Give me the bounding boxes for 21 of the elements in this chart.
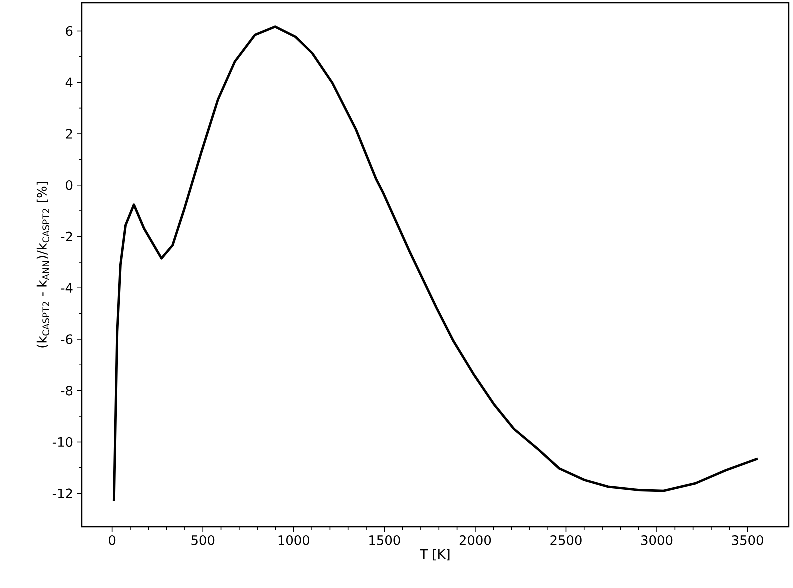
x-tick-label: 500 [192,536,215,546]
x-tick-label: 2000 [460,536,492,546]
x-tick-label: 3000 [642,536,673,546]
x-tick-label: 1000 [278,536,310,546]
y-tick-label: 6 [66,26,73,36]
y-tick-label: -2 [61,232,72,242]
x-tick-label: 0 [109,536,116,546]
y-tick-label: 2 [66,129,72,139]
x-tick-label: 3500 [732,536,764,546]
y-tick-label: -10 [52,437,73,448]
line-series [112,26,760,502]
y-tick-label: 4 [66,78,73,88]
y-tick-label: -6 [61,334,73,344]
x-tick-label: 2500 [550,536,582,546]
y-tick-label: -4 [61,283,73,293]
y-tick-label: -12 [52,488,72,498]
y-axis-title: (k$_{CASPT2}$ - k$_{ANN}$)/k$_{CASPT2}$ [%] [36,182,50,348]
y-tick-label: 0 [66,180,73,190]
x-tick-label: 1500 [370,536,400,546]
x-axis-title: T [K] [420,549,450,561]
y-tick-label: -8 [61,386,73,396]
